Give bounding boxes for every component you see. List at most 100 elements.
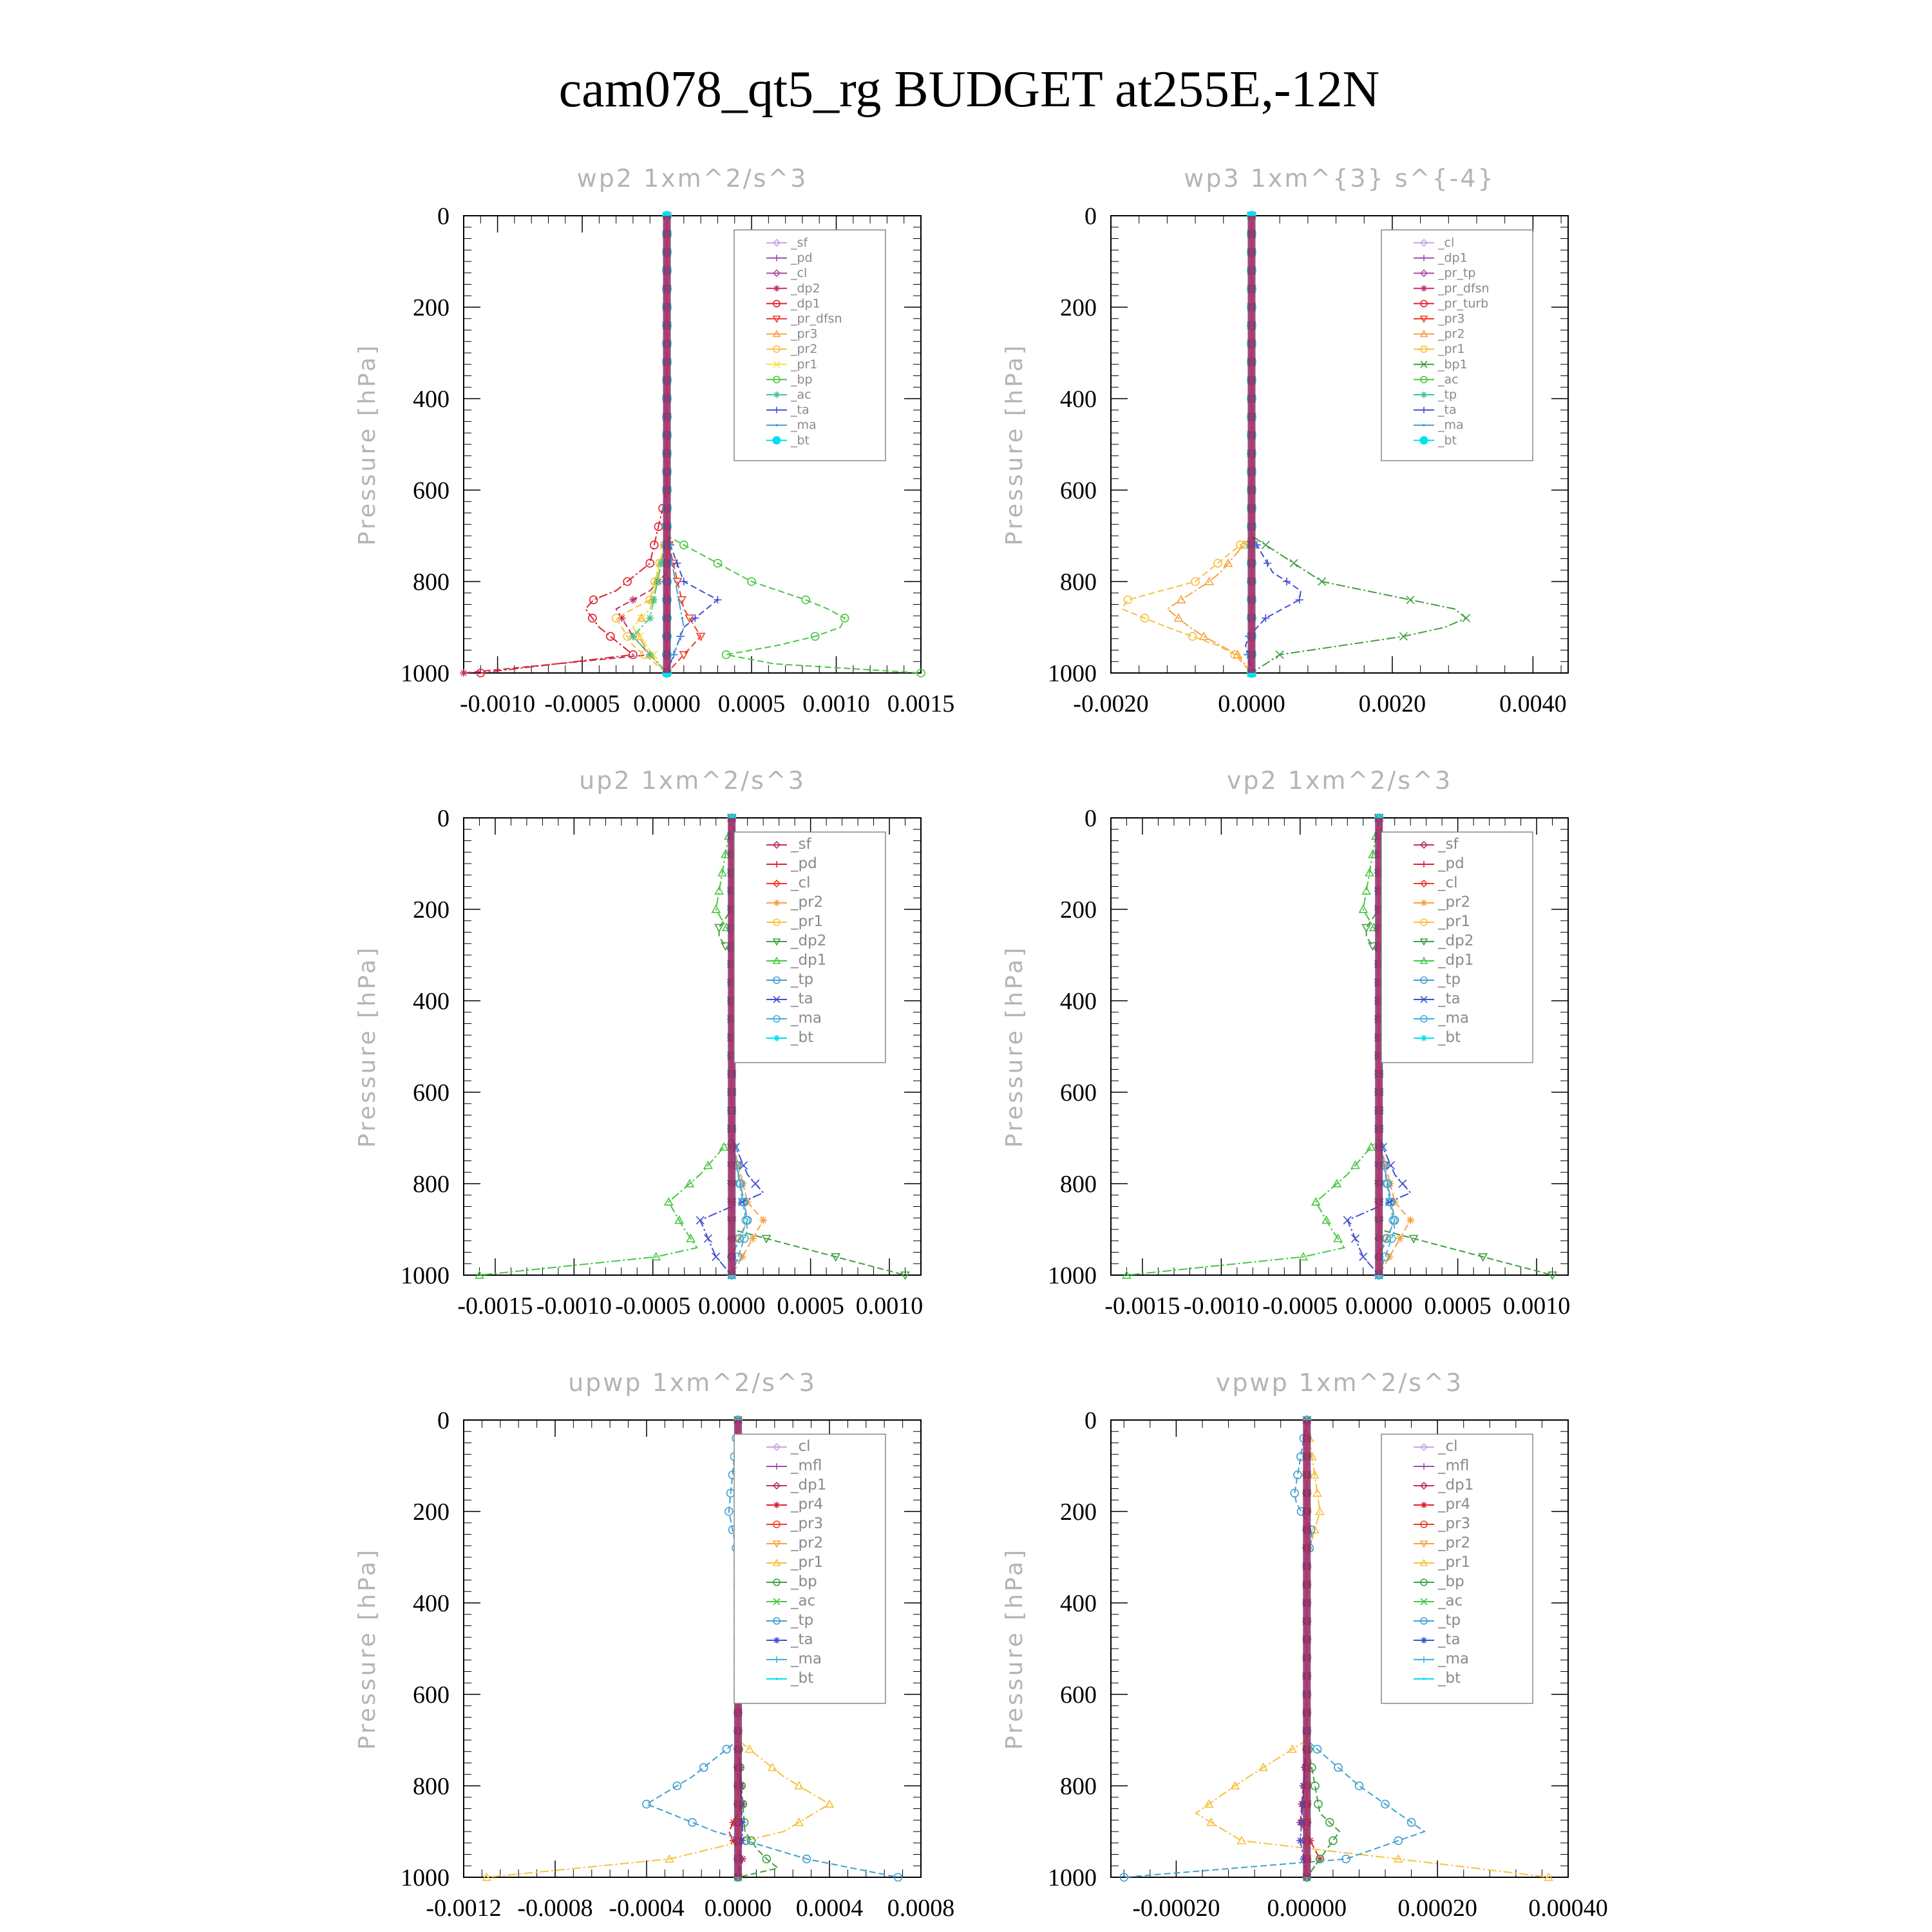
x-tick-label: -0.0004 — [609, 1895, 684, 1922]
legend-marker — [1420, 345, 1428, 354]
data-point — [1329, 1836, 1338, 1845]
data-point — [831, 1253, 841, 1262]
data-point — [1312, 1745, 1322, 1754]
legend-marker — [773, 1656, 780, 1663]
legend-item-tp: _tp — [1414, 971, 1461, 988]
legend-item-dp1: _dp1 — [1414, 1477, 1473, 1493]
x-tick-label: 0.0005 — [718, 690, 786, 717]
legend-marker — [773, 1502, 780, 1508]
data-point — [1191, 577, 1200, 586]
legend-item-cl: _cl — [1414, 1438, 1458, 1455]
data-point — [1188, 632, 1197, 641]
legend-item-pr1: _pr1 — [1414, 1554, 1470, 1571]
legend-label: _pr1 — [1437, 342, 1464, 356]
data-point — [703, 1234, 713, 1243]
y-tick-label: 1000 — [1048, 1262, 1097, 1289]
legend-marker — [772, 238, 781, 247]
data-point — [1382, 1234, 1392, 1243]
legend-marker — [1419, 840, 1428, 849]
data-point — [1361, 886, 1371, 895]
legend-label: _dp1 — [790, 1477, 826, 1493]
data-point — [674, 580, 677, 583]
y-tick-label: 400 — [1060, 1590, 1097, 1617]
legend-item-ma: _ma — [766, 1651, 822, 1667]
legend-marker — [773, 918, 781, 926]
legend-item-ma: _ma — [1414, 1651, 1469, 1667]
y-tick-label: 800 — [413, 1171, 450, 1198]
legend-item-pr3: _pr3 — [766, 327, 817, 341]
data-point — [674, 1215, 684, 1224]
data-point — [1478, 1253, 1488, 1262]
y-tick-label: 200 — [1060, 896, 1097, 923]
legend-label: _bt — [1437, 1029, 1461, 1046]
data-point — [679, 540, 688, 550]
x-tick-label: 0.00020 — [1397, 1895, 1477, 1922]
legend-item-tp: _tp — [1414, 388, 1457, 402]
y-tick-label: 400 — [413, 386, 450, 413]
legend-item-bp: _bp — [766, 372, 813, 386]
legend-label: _pr4 — [790, 1496, 823, 1513]
data-point — [642, 1799, 651, 1809]
data-point — [663, 1197, 674, 1206]
data-point — [1406, 1216, 1415, 1224]
x-tick-label: -0.0010 — [460, 690, 535, 717]
legend-marker — [1421, 1656, 1427, 1663]
legend-marker — [1420, 1578, 1428, 1586]
legend-label: _bt — [790, 433, 810, 448]
legend-marker — [1419, 269, 1428, 278]
data-point — [738, 1818, 746, 1826]
legend-label: _pr2 — [790, 894, 823, 911]
legend-marker — [773, 1637, 780, 1643]
legend-label: _pr4 — [1437, 1496, 1470, 1513]
data-point — [713, 558, 723, 568]
legend-box — [1381, 1434, 1533, 1704]
data-point — [629, 632, 637, 641]
x-tick-label: 0.0040 — [1499, 690, 1567, 717]
legend-label: _ma — [790, 1010, 822, 1027]
legend-label: _bp — [1437, 1573, 1464, 1590]
legend-label: _dp1 — [790, 952, 826, 969]
legend-label: _sf — [790, 836, 811, 853]
data-point — [734, 1161, 743, 1170]
x-tick-label: 0.00000 — [1267, 1895, 1347, 1922]
legend-marker — [772, 1558, 781, 1566]
legend-label: _pd — [1437, 855, 1464, 872]
x-tick-label: 0.0010 — [802, 690, 870, 717]
data-point — [696, 632, 706, 641]
legend-item-pd: _pd — [766, 855, 817, 872]
data-point — [712, 1253, 721, 1262]
legend-item-dp1: _dp1 — [1414, 952, 1473, 969]
figure-title: cam078_qt5_rg BUDGET at255E,-12N — [559, 61, 1380, 118]
data-point — [1406, 1818, 1416, 1827]
legend-item-dp2: _dp2 — [766, 933, 826, 949]
legend-label: _bp — [790, 1573, 817, 1590]
y-tick-label: 200 — [1060, 1499, 1097, 1526]
data-point — [1387, 1234, 1396, 1243]
data-point — [673, 559, 681, 567]
data-point — [1140, 613, 1150, 623]
data-point — [1298, 1800, 1307, 1808]
legend-label: _tp — [1437, 388, 1457, 402]
legend-item-pd: _pd — [1414, 855, 1464, 872]
legend-item-ma: _ma — [1414, 1010, 1469, 1027]
legend-label: _bp1 — [1437, 357, 1468, 372]
data-point — [1388, 1216, 1398, 1225]
legend-label: _ta — [790, 403, 810, 417]
data-point — [476, 668, 486, 677]
legend-item-pd: _pd — [766, 251, 813, 265]
data-point — [1310, 1470, 1320, 1479]
legend-item-dp1: _dp1 — [766, 1477, 826, 1493]
legend-marker — [1421, 1637, 1427, 1643]
x-tick-label: 0.0008 — [887, 1895, 955, 1922]
data-point — [794, 1817, 804, 1826]
legend-marker — [1420, 1015, 1428, 1023]
y-tick-label: 600 — [1060, 1079, 1097, 1106]
legend-label: _pr2 — [1437, 1535, 1470, 1551]
y-tick-label: 800 — [1060, 1171, 1097, 1198]
legend-label: _pr1 — [1437, 1554, 1470, 1571]
legend-item-dp2: _dp2 — [766, 281, 820, 296]
data-point — [635, 632, 645, 641]
x-tick-label: -0.0010 — [536, 1293, 612, 1320]
legend-marker — [1421, 861, 1427, 867]
legend-label: _dp1 — [1437, 251, 1468, 265]
